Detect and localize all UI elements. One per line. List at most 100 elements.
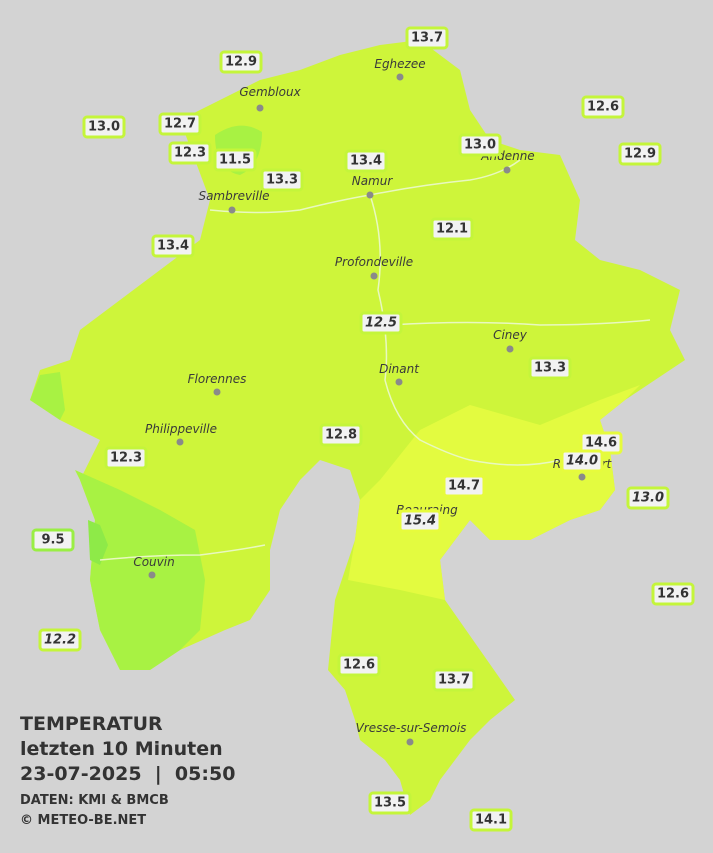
station: 13.0 [458,133,502,157]
city-name: Ciney [493,328,528,342]
station-box [560,449,604,473]
station: 13.4 [344,149,388,173]
city-dot [256,104,264,112]
station-box [344,149,388,173]
river [389,319,651,326]
station-value: 13.0 [88,120,120,135]
station-box [151,234,195,258]
city-dot [148,571,156,579]
station-value: 13.4 [157,239,189,254]
station-box [626,486,670,510]
station-box [432,668,476,692]
station-value: 13.0 [464,138,496,153]
station: 12.6 [337,653,381,677]
station: 12.1 [430,217,474,241]
legend-datetime: 23-07-2025 | 05:50 [20,763,235,785]
station-box [82,115,126,139]
station: 13.7 [405,26,449,50]
stations: 13.7 12.9 12.6 13.0 12.7 13.0 12.9 12.3 11.5 13.4… [31,26,695,832]
station-box [651,582,695,606]
station-value: 11.5 [219,153,251,168]
station: 12.3 [104,446,148,470]
station-value: 12.6 [587,100,619,115]
station: 13.5 [368,791,412,815]
legend: TEMPERATUR letzten 10 Minuten 23-07-2025… [20,713,235,828]
city-dot [503,166,511,174]
legend-copyright: © METEO-BE.NET [20,813,146,828]
city-name: Eghezee [374,57,425,71]
station-box [31,528,75,552]
station-value: 12.7 [164,117,196,132]
station-box [219,50,263,74]
city-name: Florennes [188,372,247,386]
station-value: 12.8 [325,428,357,443]
station-box [528,356,572,380]
station-box [458,133,502,157]
station-value: 14.7 [448,479,480,494]
station-value: 13.0 [632,491,664,506]
station: 14.7 [442,474,486,498]
station-box [581,95,625,119]
station: 13.4 [151,234,195,258]
station-value: 13.5 [374,796,406,811]
station: 12.6 [581,95,625,119]
city-dot [406,738,414,746]
legend-title: TEMPERATUR [20,713,163,735]
station-value: 15.4 [404,514,436,529]
city-name: Sambreville [198,189,269,203]
station-box [398,509,442,533]
city-dot [366,191,374,199]
station: 14.1 [469,808,513,832]
station-box [104,446,148,470]
station-box [618,142,662,166]
city-name: Couvin [133,555,174,569]
city-dot [228,206,236,214]
station-box [405,26,449,50]
station: 14.0 [560,449,604,473]
city-dot [176,438,184,446]
station-box [469,808,513,832]
station-box [442,474,486,498]
station: 13.3 [260,168,304,192]
station: 13.7 [432,668,476,692]
station: 15.4 [398,509,442,533]
cool-zone [75,470,205,670]
station: 12.8 [319,423,363,447]
station-value: 13.3 [266,173,298,188]
station-value: 12.3 [110,451,142,466]
station-value: 12.2 [44,633,76,648]
cool-zone [88,520,108,565]
warm-zone [348,385,640,600]
city-dot [578,473,586,481]
city-dot [396,73,404,81]
city-name: Namur [352,174,394,188]
station-box [158,112,202,136]
station: 11.5 [213,148,257,172]
station-value: 14.6 [585,436,617,451]
city-name: Philippeville [145,422,217,436]
legend-period: letzten 10 Minuten [20,738,223,760]
station-value: 13.7 [438,673,470,688]
city-dot [213,388,221,396]
station: 9.5 [31,528,75,552]
station: 12.5 [359,311,403,335]
station-value: 12.9 [624,147,656,162]
station-box [319,423,363,447]
city-dot [506,345,514,353]
city-name: Dinant [379,362,420,376]
station-value: 13.3 [534,361,566,376]
station: 13.0 [626,486,670,510]
station-value: 13.7 [411,31,443,46]
city-name: Gembloux [239,85,301,99]
station: 12.2 [38,628,82,652]
station-value: 12.6 [657,587,689,602]
station: 12.9 [219,50,263,74]
city-dot [370,272,378,280]
station-box [359,311,403,335]
river [99,544,266,561]
city-name: Vresse-sur-Semois [356,721,467,735]
station-value: 14.0 [566,454,598,469]
station-value: 9.5 [41,533,64,548]
station: 12.7 [158,112,202,136]
station-value: 12.1 [436,222,468,237]
